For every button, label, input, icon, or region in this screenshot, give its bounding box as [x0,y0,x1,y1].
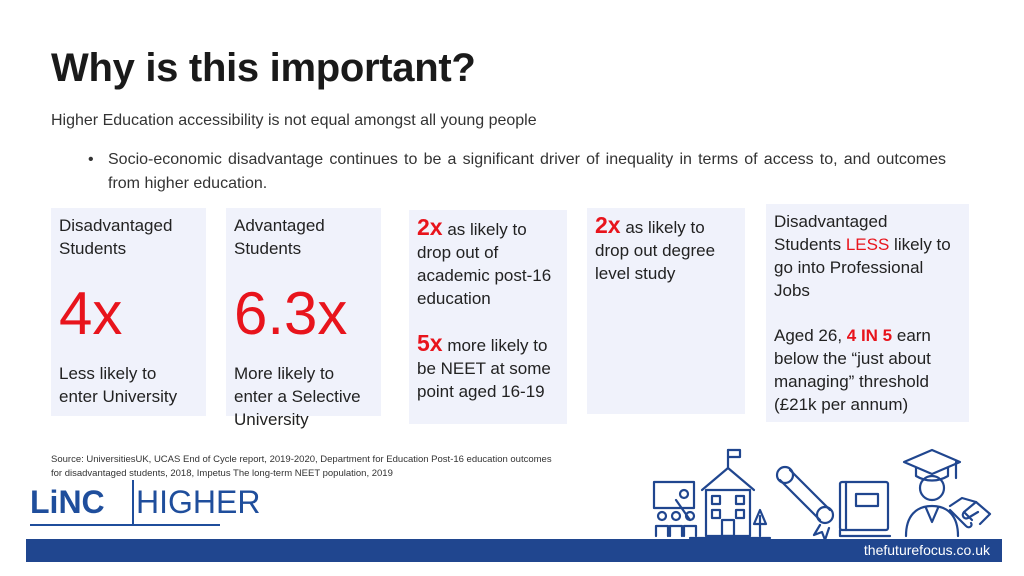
footer-bar: thefuturefocus.co.uk [26,539,1002,562]
stat-card-advantaged-selective: Advantaged Students 6.3x More likely to en… [226,208,381,429]
bullet-text: Socio-economic disadvantage continues to… [108,151,946,192]
bullet-point: • Socio-economic disadvantage continues … [88,148,946,196]
page-subtitle: Higher Education accessibility is not eq… [51,112,537,129]
card-footer-text: More likely to enter a Selective Universit… [234,364,361,429]
card-big-stat: 6.3x [234,280,348,347]
stat-card-degree-dropout: 2x as likely to drop out degree level st… [587,208,745,414]
handshake-icon [948,496,992,529]
page-title: Why is this important? [51,46,476,90]
teacher-board-icon [652,480,698,538]
card-footer-text: Less likely to enter University [59,364,178,406]
education-icons-strip [652,448,992,540]
book-stack-icon [838,480,892,538]
card-big-stat: 4x [59,280,123,347]
bullet-symbol: • [88,151,94,168]
stat-card-disadvantaged-university: Disadvantaged Students 4x Less likely to e… [51,208,206,416]
card-heading: Advantaged Students [234,216,325,258]
stat-card-post16-neet: 2x as likely to drop out of academic pos… [409,210,567,424]
linc-higher-logo: LiNC HIGHER [30,480,260,526]
source-citation: Source: UniversitiesUK, UCAS End of Cycl… [51,454,552,479]
stat-card-professional-jobs: Disadvantaged Students LESS likely to go… [766,204,969,422]
card-stat-post16: 2x as likely to drop out of academic pos… [417,214,552,309]
footer-url: thefuturefocus.co.uk [863,542,990,558]
school-building-icon [688,448,772,540]
card-earnings-text: Aged 26, 4 IN 5 earn below the “just abo… [774,326,931,414]
card-professional-text: Disadvantaged Students LESS likely to go… [774,212,951,300]
graduate-icon [902,448,962,538]
diploma-scroll-icon [775,465,835,540]
card-stat-neet: 5x more likely to be NEET at some point … [417,330,551,402]
card-heading: Disadvantaged Students [59,216,173,258]
